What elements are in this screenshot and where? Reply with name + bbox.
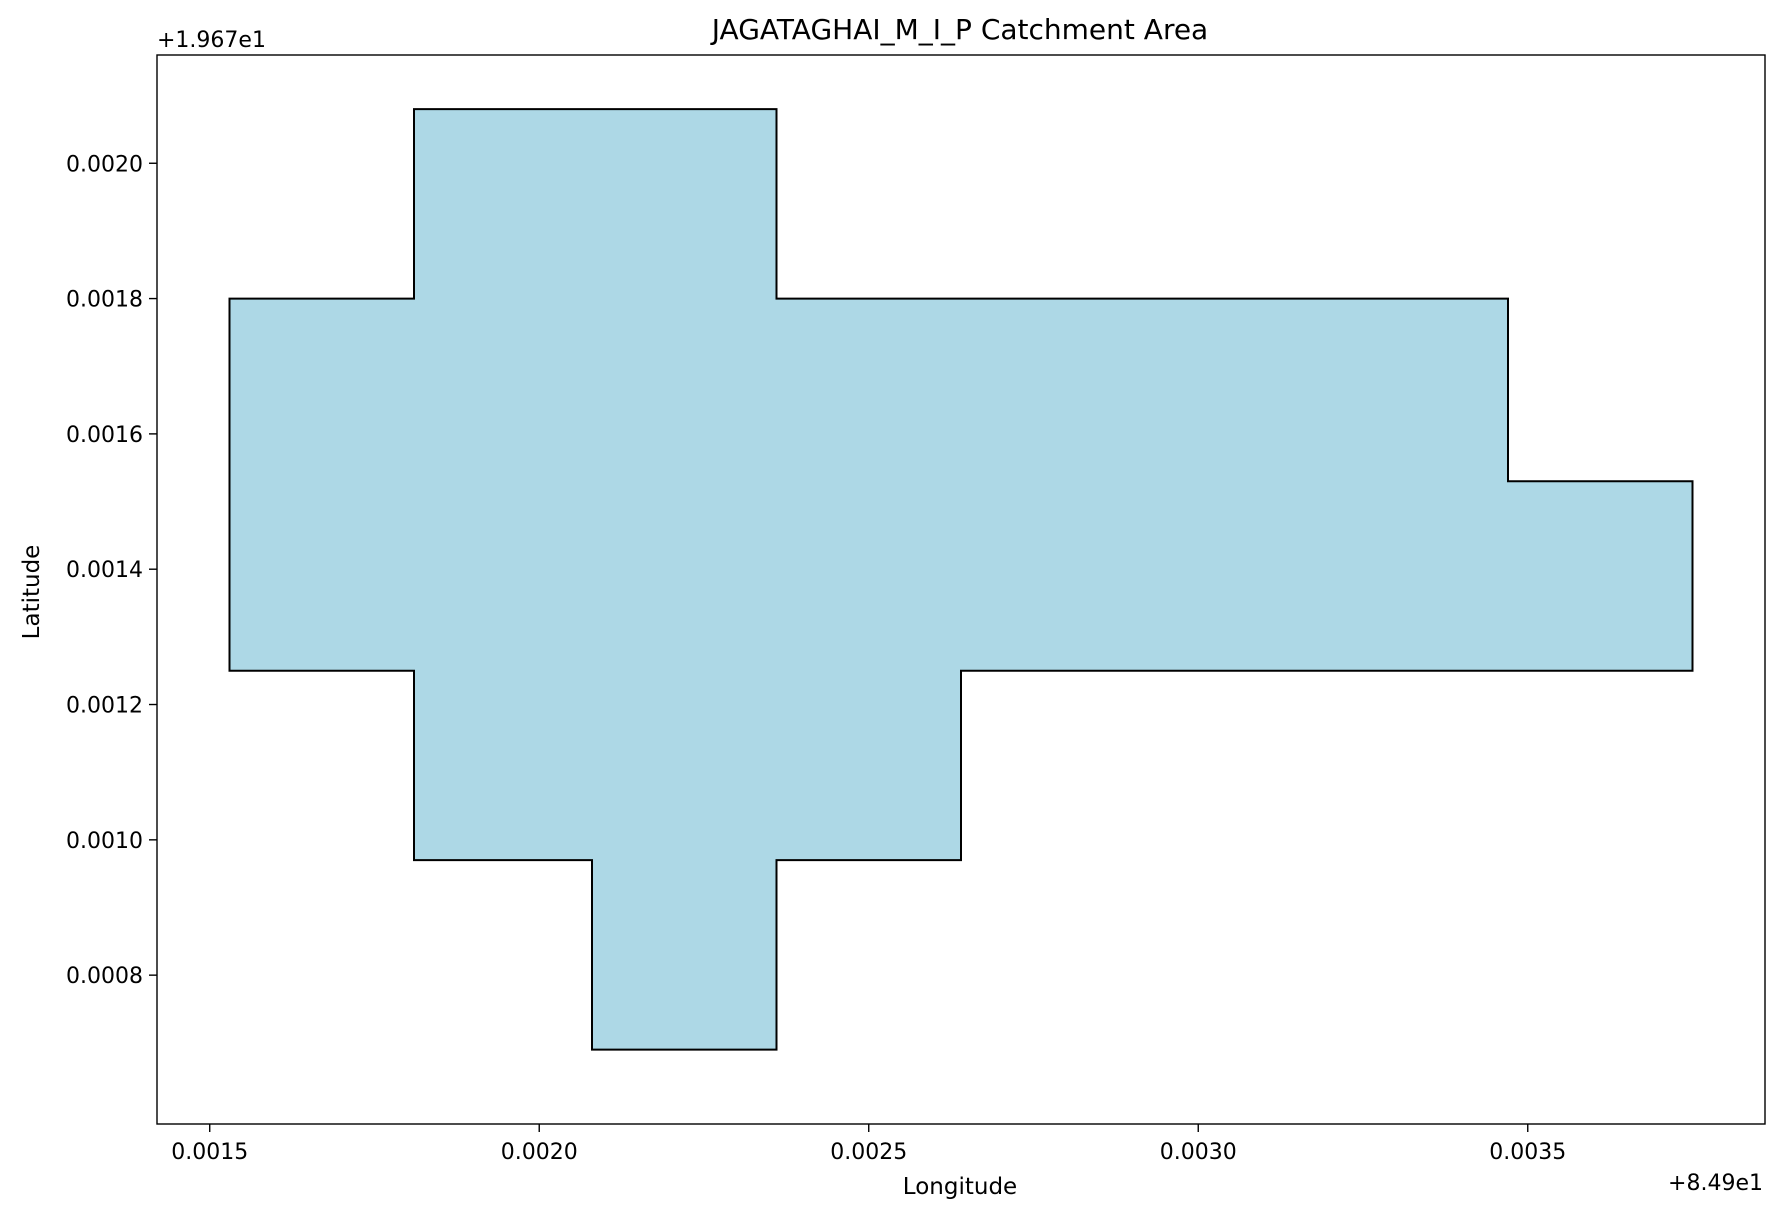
catchment-polygon	[228, 108, 1694, 1051]
y-axis-ticks: 0.0008 0.0010 0.0012 0.0014 0.0016 0.0018 0.00…	[66, 152, 157, 989]
y-tick-label: 0.0018	[66, 288, 143, 313]
x-tick-label: 0.0020	[501, 1140, 578, 1165]
y-axis-label: Latitude	[19, 545, 45, 640]
x-tick-label: 0.0015	[171, 1140, 248, 1165]
x-axis-ticks: 0.0015 0.0020 0.0025 0.0030 0.0035	[171, 1124, 1566, 1165]
y-tick-label: 0.0012	[66, 694, 143, 719]
y-tick-label: 0.0020	[66, 152, 143, 177]
x-axis-label: Longitude	[903, 1174, 1017, 1200]
y-offset-label: +1.967e1	[157, 28, 266, 53]
y-tick-label: 0.0016	[66, 423, 143, 448]
chart-title: JAGATAGHAI_M_I_P Catchment Area	[710, 13, 1208, 46]
plot-frame	[156, 54, 1766, 1125]
y-tick-label: 0.0014	[66, 558, 143, 583]
catchment-polygon-layer	[228, 108, 1694, 1051]
x-tick-label: 0.0030	[1160, 1140, 1237, 1165]
x-tick-label: 0.0025	[830, 1140, 907, 1165]
x-tick-label: 0.0035	[1489, 1140, 1566, 1165]
y-tick-label: 0.0010	[66, 829, 143, 854]
x-offset-label: +8.49e1	[1668, 1171, 1763, 1196]
y-tick-label: 0.0008	[66, 964, 143, 989]
